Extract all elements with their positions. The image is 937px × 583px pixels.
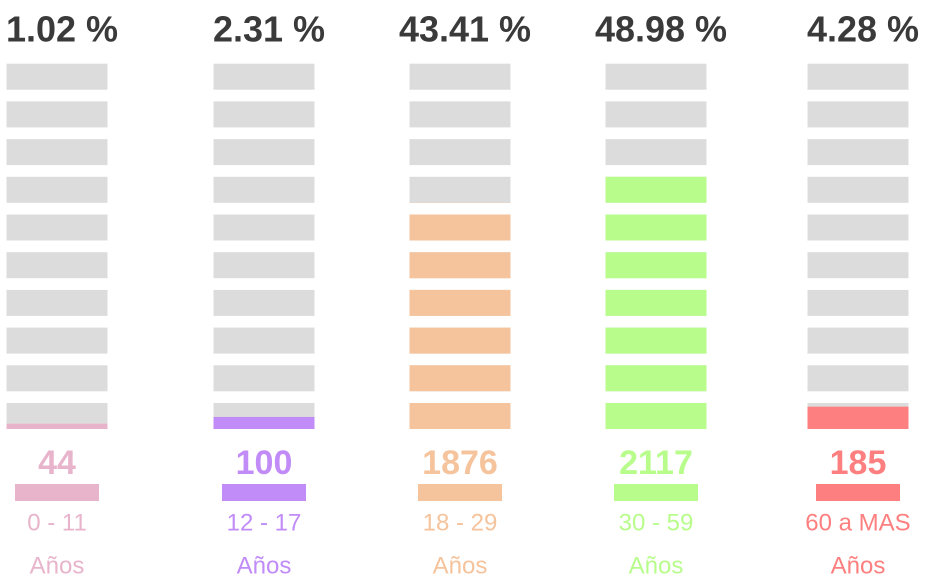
cell <box>213 289 315 316</box>
cell <box>213 176 315 203</box>
cell <box>807 63 909 90</box>
cell <box>6 252 108 279</box>
cell <box>807 101 909 128</box>
underline <box>614 484 698 501</box>
fill-bar <box>213 416 315 429</box>
cell <box>6 63 108 90</box>
cell <box>807 289 909 316</box>
cell <box>807 214 909 241</box>
age-range: 30 - 59 <box>619 509 694 536</box>
cell <box>6 365 108 392</box>
unit-label: Años <box>30 552 85 579</box>
count-label: 185 <box>830 444 887 482</box>
cell <box>605 63 707 90</box>
underline <box>816 484 900 501</box>
cell <box>409 176 511 203</box>
percent-label: 4.28 % <box>807 9 919 50</box>
cell <box>6 176 108 203</box>
age-range: 12 - 17 <box>227 509 302 536</box>
cell <box>6 101 108 128</box>
cell <box>213 63 315 90</box>
fill-bar <box>605 173 707 429</box>
cell <box>213 327 315 354</box>
cell <box>213 365 315 392</box>
cell <box>213 252 315 279</box>
age-range: 0 - 11 <box>27 509 87 536</box>
cell <box>807 139 909 166</box>
cell <box>807 176 909 203</box>
unit-label: Años <box>629 552 684 579</box>
cell <box>605 101 707 128</box>
cell <box>409 63 511 90</box>
underline <box>418 484 502 501</box>
cell <box>213 139 315 166</box>
cell <box>213 214 315 241</box>
underline <box>222 484 306 501</box>
count-label: 44 <box>38 444 76 482</box>
age-range: 60 a MAS <box>805 509 910 536</box>
percent-label: 43.41 % <box>399 9 531 50</box>
cell <box>807 252 909 279</box>
fill-bar <box>807 406 909 429</box>
cell <box>807 327 909 354</box>
count-label: 100 <box>236 444 293 482</box>
cell <box>6 214 108 241</box>
cell <box>6 289 108 316</box>
cell <box>6 139 108 166</box>
fill-bar <box>6 423 108 429</box>
fill-bar <box>409 202 511 429</box>
unit-label: Años <box>831 552 886 579</box>
count-label: 1876 <box>422 444 498 482</box>
percent-label: 2.31 % <box>213 9 325 50</box>
cell <box>213 101 315 128</box>
percent-label: 1.02 % <box>6 9 118 50</box>
unit-label: Años <box>433 552 488 579</box>
cell <box>605 139 707 166</box>
cell <box>409 139 511 166</box>
percent-label: 48.98 % <box>595 9 727 50</box>
age-range: 18 - 29 <box>423 509 498 536</box>
cell <box>807 365 909 392</box>
underline <box>15 484 99 501</box>
unit-label: Años <box>237 552 292 579</box>
cell <box>409 101 511 128</box>
count-label: 2117 <box>619 444 693 482</box>
cell <box>6 327 108 354</box>
